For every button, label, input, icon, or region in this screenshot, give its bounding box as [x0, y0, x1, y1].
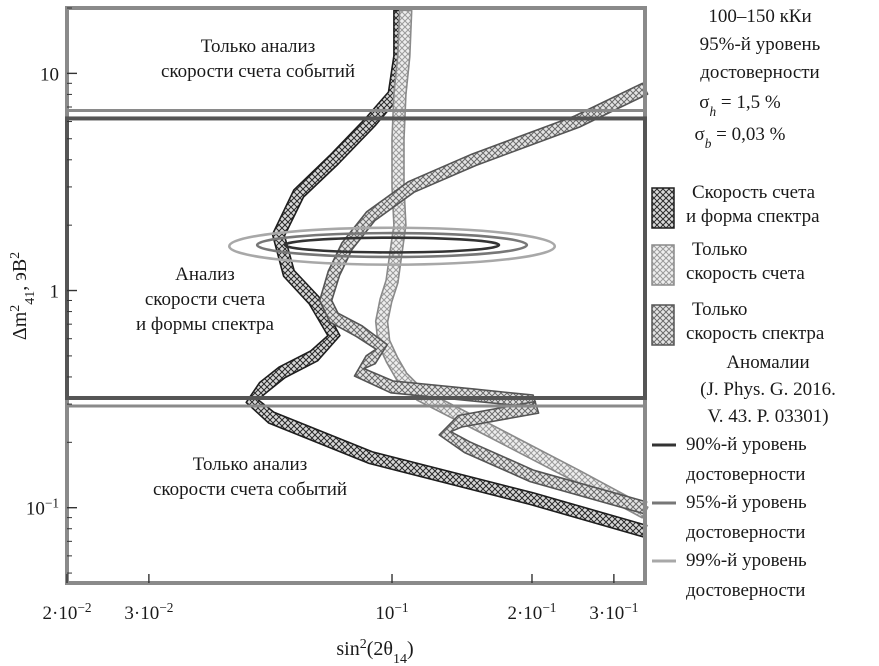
- anomaly-contour-95: [255, 231, 529, 259]
- legend-swatch-dark-hatch: [651, 187, 675, 229]
- legend-line-label: достоверности: [686, 580, 805, 601]
- anomaly-title: Аномалии: [726, 352, 809, 373]
- axes: 10 1 10−1 2·10−2 3·10−2 10−1 2·10−1 3·10−1 sin2(…: [8, 7, 638, 666]
- x-tick-label: 2·10−2: [43, 600, 92, 625]
- region-label-top: скорости счета событий: [161, 61, 355, 82]
- y-tick-label: 1: [50, 282, 60, 303]
- legend-band-label: Только: [692, 299, 747, 320]
- legend-swatch-light-hatch: [651, 244, 675, 286]
- band-mid-hatch: [318, 82, 649, 515]
- anomaly-contours: [227, 226, 557, 266]
- legend-line-label: достоверности: [686, 522, 805, 543]
- region-labels: Только анализ скорости счета событий Анали…: [136, 36, 355, 500]
- x-axis-label: sin2(2θ14): [336, 637, 413, 666]
- region-label-bottom: скорости счета событий: [153, 479, 347, 500]
- legend-band-label: и форма спектра: [686, 206, 820, 227]
- x-tick-label: 10−1: [375, 600, 408, 625]
- y-tick-label: 10−1: [26, 495, 59, 520]
- plot-area: [227, 9, 649, 538]
- region-label-middle: и формы спектра: [136, 314, 275, 335]
- x-tick-label: 3·10−2: [124, 600, 173, 625]
- middle-region-frame: [65, 116, 647, 400]
- region-label-bottom: Только анализ: [193, 454, 307, 475]
- legend-line-label: 99%-й уровень: [686, 550, 807, 571]
- legend-band-label: скорость спектра: [686, 323, 825, 344]
- region-frames: [65, 6, 647, 585]
- legend-band-label: Только: [692, 239, 747, 260]
- y-tick-label: 10: [40, 64, 59, 85]
- legend-swatch-mid-hatch: [651, 304, 675, 346]
- legend-line-label: 95%-й уровень: [686, 492, 807, 513]
- legend-band-label: скорость счета: [686, 263, 805, 284]
- legend: 100–150 кКи 95%-й уровень достоверности σh …: [651, 6, 836, 601]
- anomaly-title: V. 43. P. 03301): [707, 406, 828, 427]
- anomaly-title: (J. Phys. G. 2016.: [700, 379, 836, 400]
- y-axis-label: Δm241, эВ2: [8, 252, 38, 340]
- legend-line-label: 90%-й уровень: [686, 434, 807, 455]
- anomaly-contour-90: [283, 236, 501, 254]
- x-tick-label: 2·10−1: [507, 600, 556, 625]
- condition-text: σb = 0,03 %: [695, 124, 786, 151]
- x-tick-label: 3·10−1: [589, 600, 638, 625]
- legend-line-label: достоверности: [686, 464, 805, 485]
- anomaly-contour-99: [227, 226, 557, 266]
- region-label-middle: скорости счета: [145, 289, 266, 310]
- band-light-hatch: [374, 9, 649, 519]
- condition-text: σh = 1,5 %: [699, 92, 781, 119]
- condition-text: 95%-й уровень: [700, 34, 821, 55]
- region-label-middle: Анализ: [175, 264, 235, 285]
- region-label-top: Только анализ: [201, 36, 315, 57]
- condition-text: достоверности: [700, 62, 819, 83]
- condition-text: 100–150 кКи: [708, 6, 811, 27]
- legend-band-label: Скорость счета: [692, 182, 816, 203]
